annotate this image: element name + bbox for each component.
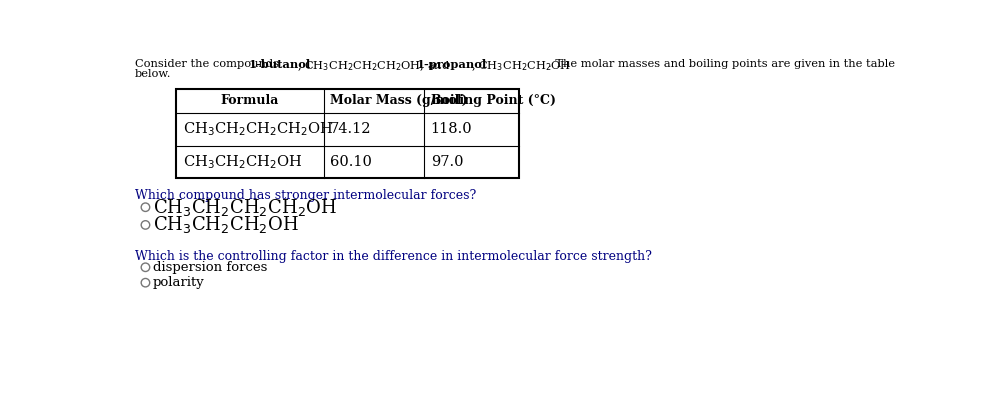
- Text: Boiling Point (°C): Boiling Point (°C): [431, 94, 555, 107]
- Text: Which is the controlling factor in the difference in intermolecular force streng: Which is the controlling factor in the d…: [135, 250, 651, 263]
- Text: . The molar masses and boiling points are given in the table: . The molar masses and boiling points ar…: [548, 60, 895, 69]
- Text: 60.10: 60.10: [330, 155, 372, 169]
- Text: , CH$_3$CH$_2$CH$_2$OH: , CH$_3$CH$_2$CH$_2$OH: [470, 60, 570, 73]
- Text: CH$_3$CH$_2$CH$_2$CH$_2$OH: CH$_3$CH$_2$CH$_2$CH$_2$OH: [182, 121, 333, 138]
- Text: dispersion forces: dispersion forces: [152, 261, 267, 274]
- Text: 1-butanol: 1-butanol: [249, 60, 311, 70]
- Text: CH$_3$CH$_2$CH$_2$CH$_2$OH: CH$_3$CH$_2$CH$_2$CH$_2$OH: [152, 197, 337, 218]
- Text: , CH$_3$CH$_2$CH$_2$CH$_2$OH, and: , CH$_3$CH$_2$CH$_2$CH$_2$OH, and: [297, 60, 450, 73]
- Text: CH$_3$CH$_2$CH$_2$OH: CH$_3$CH$_2$CH$_2$OH: [152, 214, 299, 235]
- Text: Formula: Formula: [221, 94, 279, 107]
- Text: 74.12: 74.12: [330, 122, 371, 136]
- Text: Consider the compounds: Consider the compounds: [135, 60, 282, 69]
- Text: 97.0: 97.0: [431, 155, 463, 169]
- Text: below.: below.: [135, 69, 171, 79]
- Text: Molar Mass (g/mol): Molar Mass (g/mol): [330, 94, 467, 107]
- Bar: [176, 89, 519, 178]
- Text: 118.0: 118.0: [431, 122, 472, 136]
- Text: polarity: polarity: [152, 276, 205, 289]
- Text: 1-propanol: 1-propanol: [416, 60, 486, 70]
- Text: Which compound has stronger intermolecular forces?: Which compound has stronger intermolecul…: [135, 189, 476, 202]
- Text: CH$_3$CH$_2$CH$_2$OH: CH$_3$CH$_2$CH$_2$OH: [182, 153, 302, 171]
